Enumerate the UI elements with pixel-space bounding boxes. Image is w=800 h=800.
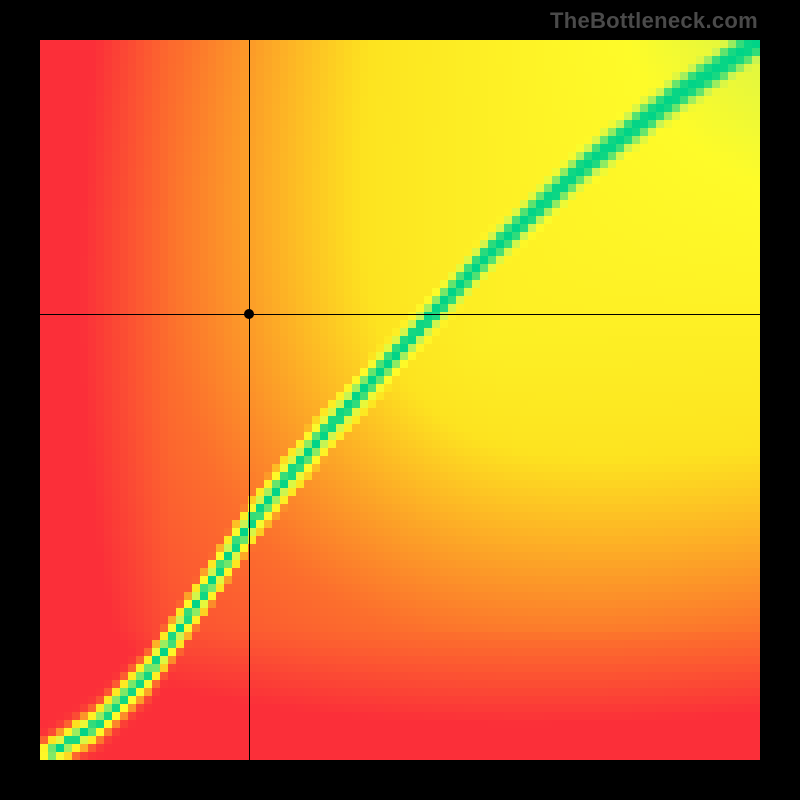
crosshair-horizontal-line [40, 314, 760, 315]
figure-container: TheBottleneck.com [0, 0, 800, 800]
plot-area [40, 40, 760, 760]
crosshair-vertical-line [249, 40, 250, 760]
selection-marker-dot [244, 309, 254, 319]
bottleneck-heatmap [40, 40, 760, 760]
watermark-label: TheBottleneck.com [550, 8, 758, 34]
